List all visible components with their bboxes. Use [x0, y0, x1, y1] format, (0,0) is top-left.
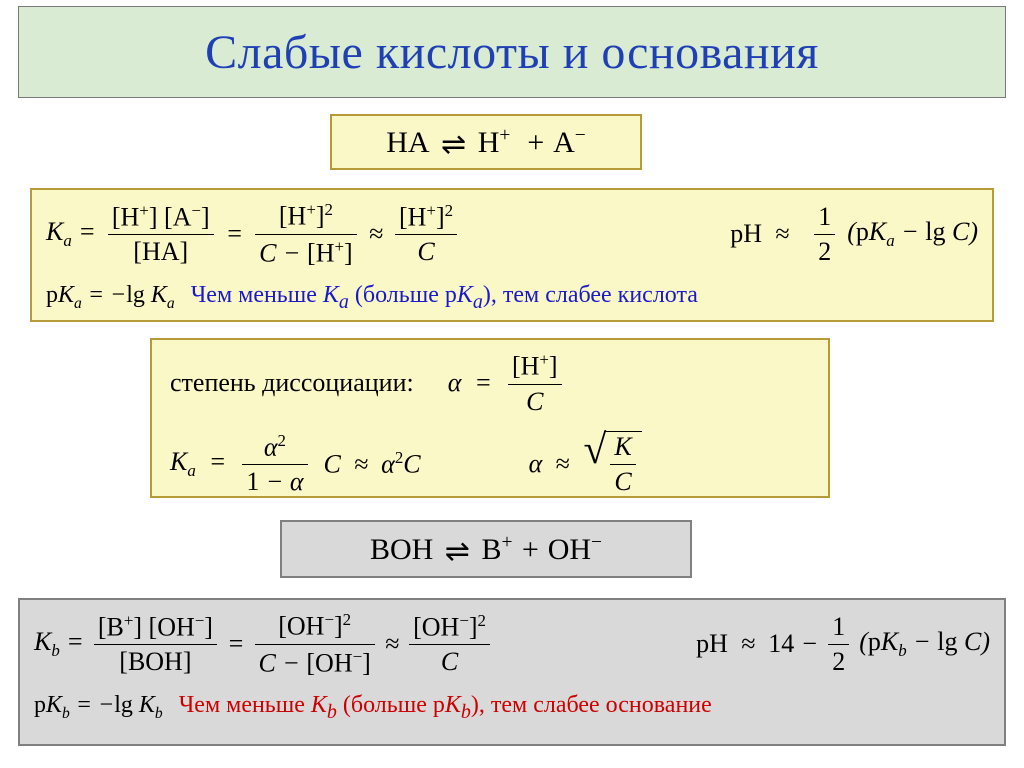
kb-definition-box: Kb = [B+] [OH−][BOH] = [OH−]2C − [OH−] ≈…	[18, 598, 1006, 746]
acid-strength-note: Чем меньше Ka (больше pKa), тем слабее к…	[191, 282, 698, 314]
ka-definition-box: Ka = [H+] [A−][HA] = [H+]2C − [H+] ≈ [H+…	[30, 188, 994, 322]
ka-formula-line: Ka = [H+] [A−][HA] = [H+]2C − [H+] ≈ [H+…	[46, 200, 978, 268]
alpha-definition: степень диссоциации: α = [H+]C	[170, 350, 810, 417]
eq-ha: HA ⇀↽ H+ + A−	[386, 125, 586, 160]
kb-formula-line: Kb = [B+] [OH−][BOH] = [OH−]2C − [OH−] ≈…	[34, 610, 990, 678]
title-box: Слабые кислоты и основания	[18, 6, 1006, 98]
eq-boh: BOH ⇀↽ B+ + OH−	[370, 532, 602, 567]
slide: Слабые кислоты и основания HA ⇀↽ H+ + A−…	[0, 0, 1024, 768]
pka-note-line: pKa = −lg Ka Чем меньше Ka (больше pKa),…	[46, 282, 978, 314]
equation-acid-dissociation: HA ⇀↽ H+ + A−	[330, 114, 642, 170]
base-strength-note: Чем меньше Kb (больше pKb), тем слабее о…	[179, 692, 712, 724]
equation-base-dissociation: BOH ⇀↽ B+ + OH−	[280, 520, 692, 578]
slide-title: Слабые кислоты и основания	[205, 25, 819, 80]
ka-alpha-relation: Ka = α21 − α C ≈ α2C α ≈ √ KC	[170, 431, 810, 498]
pkb-note-line: pKb = −lg Kb Чем меньше Kb (больше pKb),…	[34, 692, 990, 724]
dissociation-degree-box: степень диссоциации: α = [H+]C Ka = α21 …	[150, 338, 830, 498]
